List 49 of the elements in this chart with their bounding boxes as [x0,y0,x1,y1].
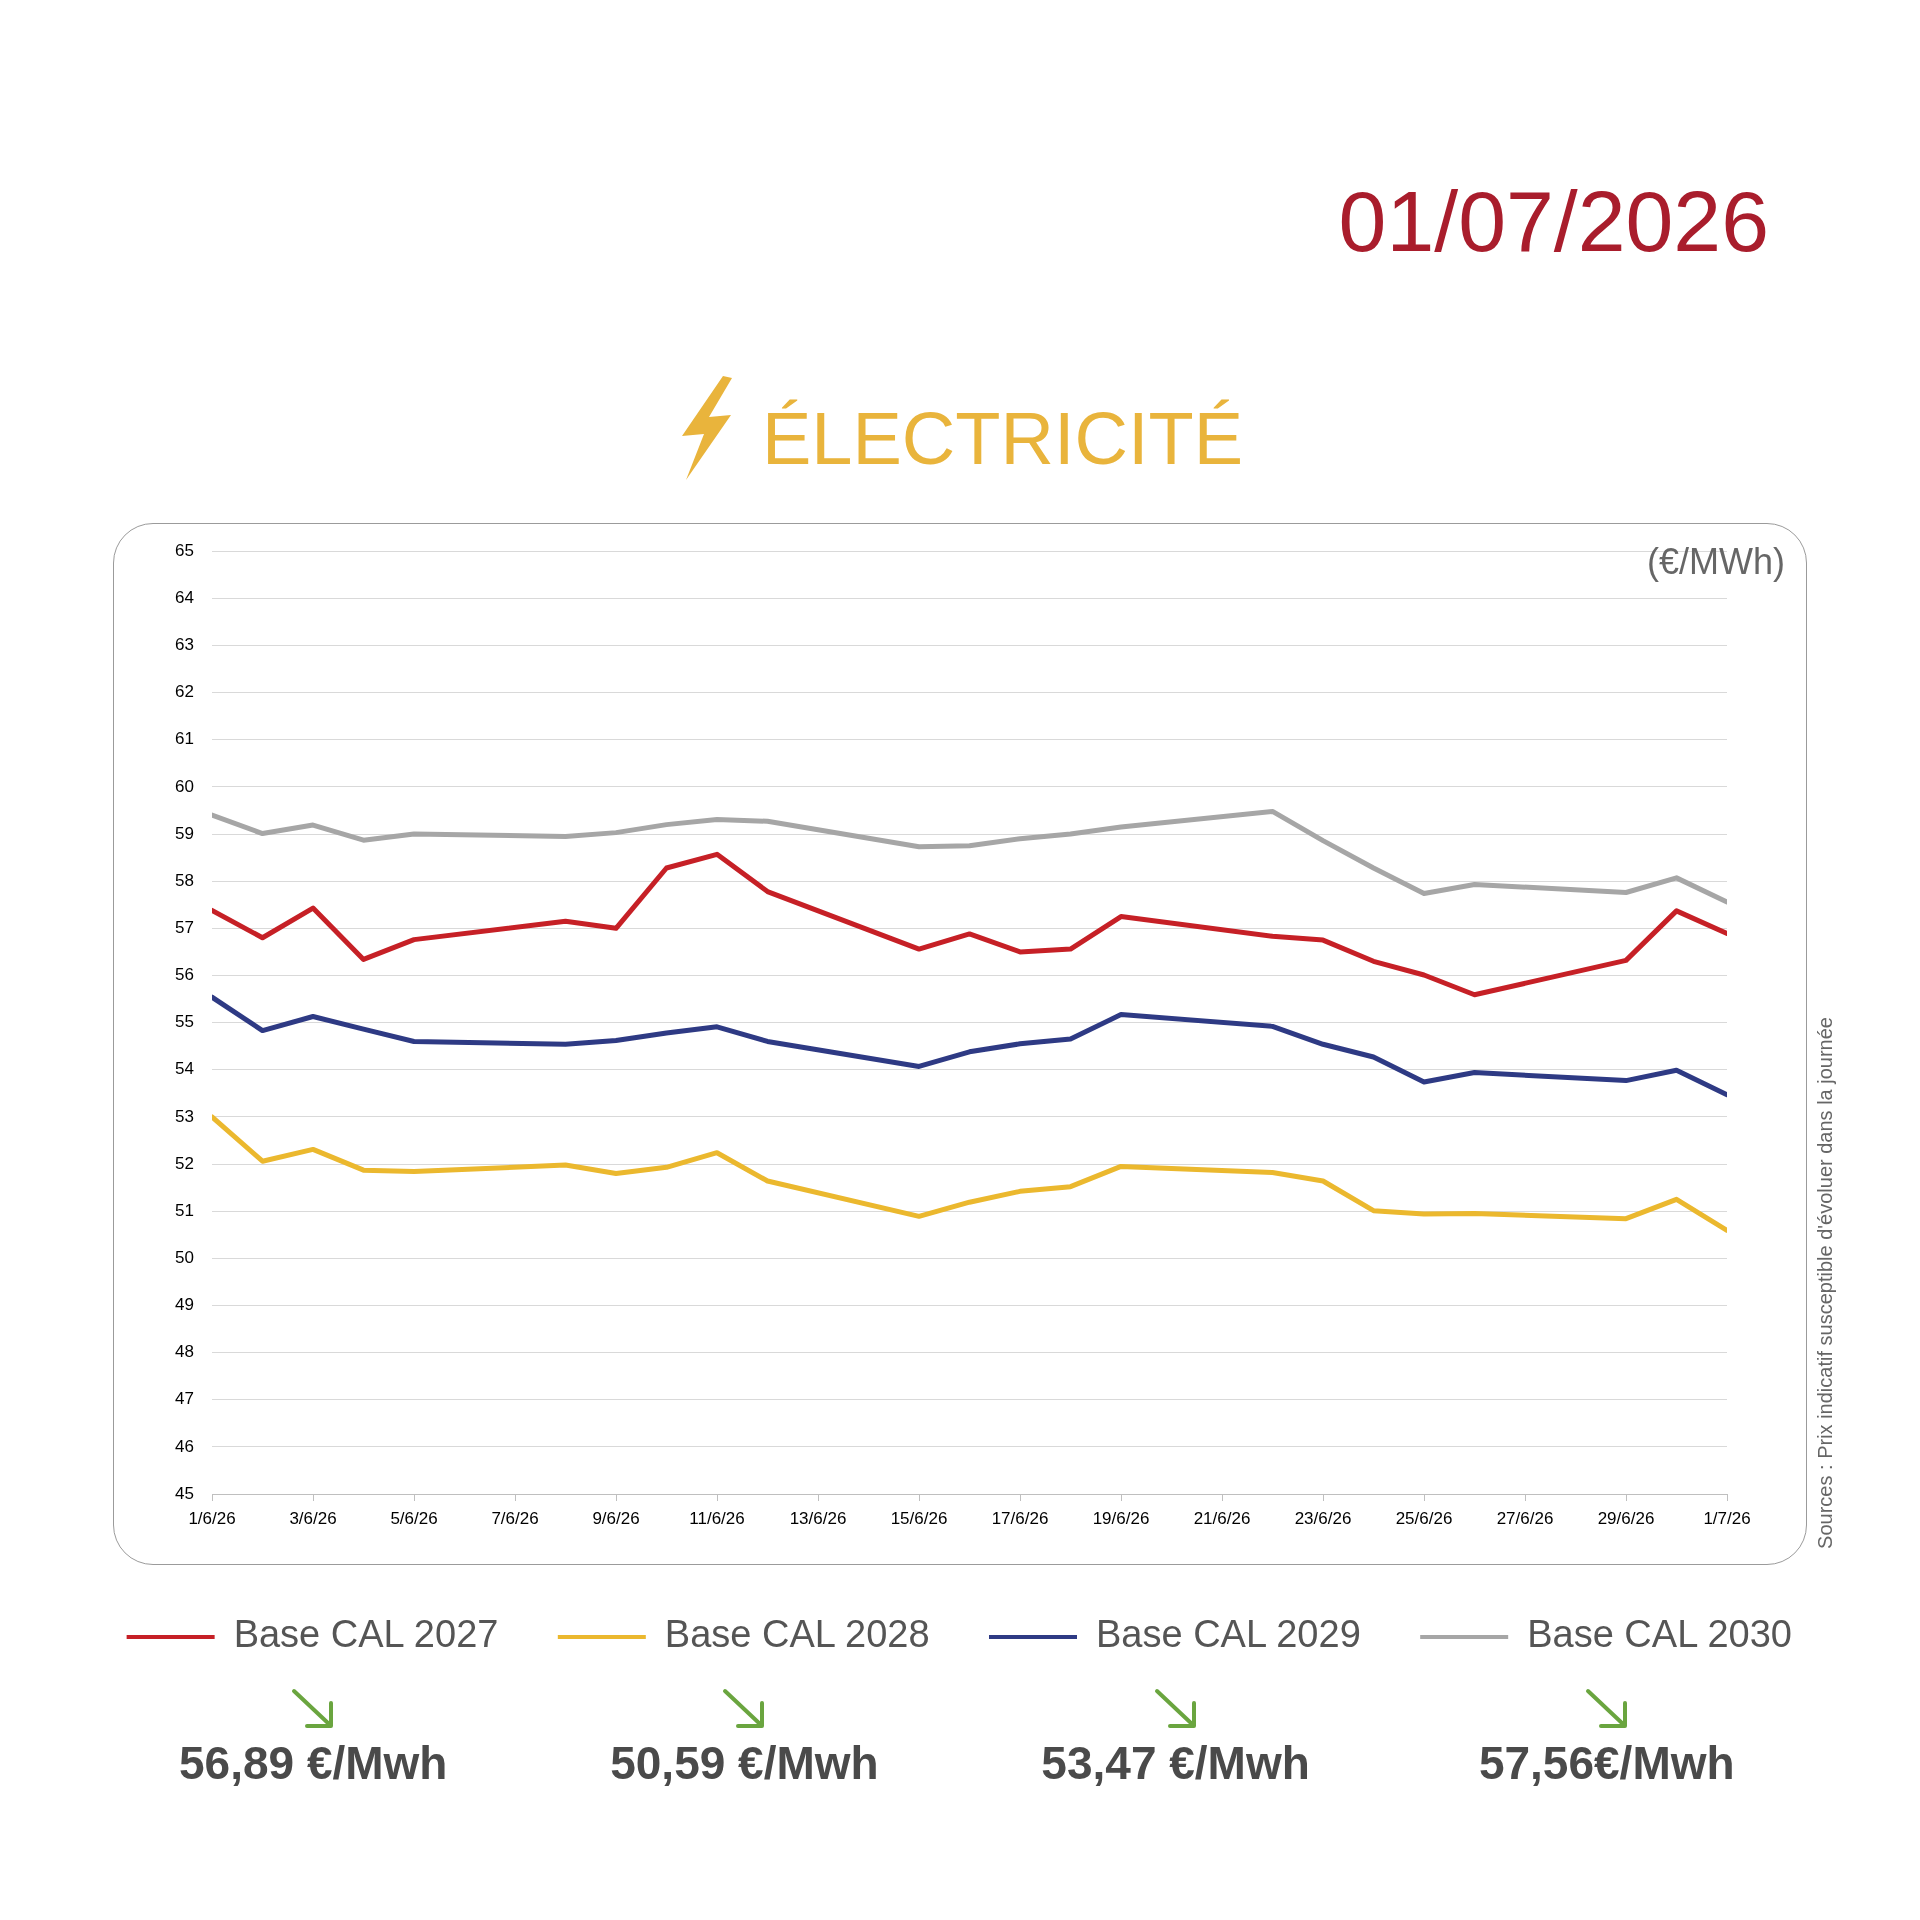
y-tick-label: 65 [175,540,194,560]
y-tick-label: 54 [175,1059,194,1079]
y-tick-label: 46 [175,1436,194,1456]
text: 57,56€/Mwh [1478,1737,1735,1789]
legend-label: Base CAL 2029 [1096,1613,1361,1656]
source-note: Sources : Prix indicatif susceptible d'évoluer dans la journée [1814,1017,1837,1549]
text: 56,89 €/Mwh [178,1737,448,1789]
x-tick-label: 25/6/26 [1395,1508,1453,1528]
y-tick-label: 57 [175,918,194,938]
y-tick-label: 47 [175,1389,194,1409]
x-tick-label: 19/6/26 [1092,1508,1150,1528]
legend-label: Base CAL 2030 [1527,1613,1792,1656]
y-axis-title: (€/MWh) [1647,541,1785,583]
y-tick-label: 52 [175,1153,194,1173]
x-tick-label: 1/6/26 [188,1508,236,1528]
text: 53,47 €/Mwh [1041,1737,1310,1789]
x-tick-label: 3/6/26 [289,1508,337,1528]
y-tick-label: 53 [175,1106,194,1126]
x-tick-label: 5/6/26 [390,1508,438,1528]
y-tick-label: 49 [175,1295,194,1315]
x-tick-label: 1/7/26 [1703,1508,1751,1528]
y-tick-label: 59 [175,823,194,843]
x-tick-label: 13/6/26 [789,1508,847,1528]
x-tick-label: 7/6/26 [491,1508,539,1528]
y-tick-label: 51 [175,1200,194,1220]
y-tick-label: 63 [175,635,194,655]
y-tick-label: 48 [175,1342,194,1362]
x-tick-label: 21/6/26 [1193,1508,1251,1528]
chart-title: ÉLECTRICITÉ [761,397,1244,480]
chart-subtitle: 01/07/2026 [1338,173,1769,269]
legend-label: Base CAL 2027 [233,1613,499,1656]
legend-label: Base CAL 2028 [664,1613,930,1656]
x-tick-label: 15/6/26 [890,1508,948,1528]
x-tick-label: 11/6/26 [689,1508,745,1528]
y-tick-label: 50 [175,1247,194,1267]
y-tick-label: 45 [175,1483,194,1503]
x-tick-label: 23/6/26 [1294,1508,1352,1528]
x-tick-label: 27/6/26 [1496,1508,1554,1528]
y-tick-label: 60 [175,776,194,796]
y-tick-label: 62 [175,682,194,702]
y-tick-label: 56 [175,965,194,985]
x-tick-label: 29/6/26 [1597,1508,1655,1528]
x-tick-label: 17/6/26 [991,1508,1049,1528]
y-tick-label: 64 [175,588,194,608]
x-tick-label: 9/6/26 [592,1508,640,1528]
y-tick-label: 55 [175,1012,194,1032]
y-tick-label: 61 [175,729,194,749]
y-tick-label: 58 [175,870,194,890]
text: 50,59 €/Mwh [610,1737,879,1789]
